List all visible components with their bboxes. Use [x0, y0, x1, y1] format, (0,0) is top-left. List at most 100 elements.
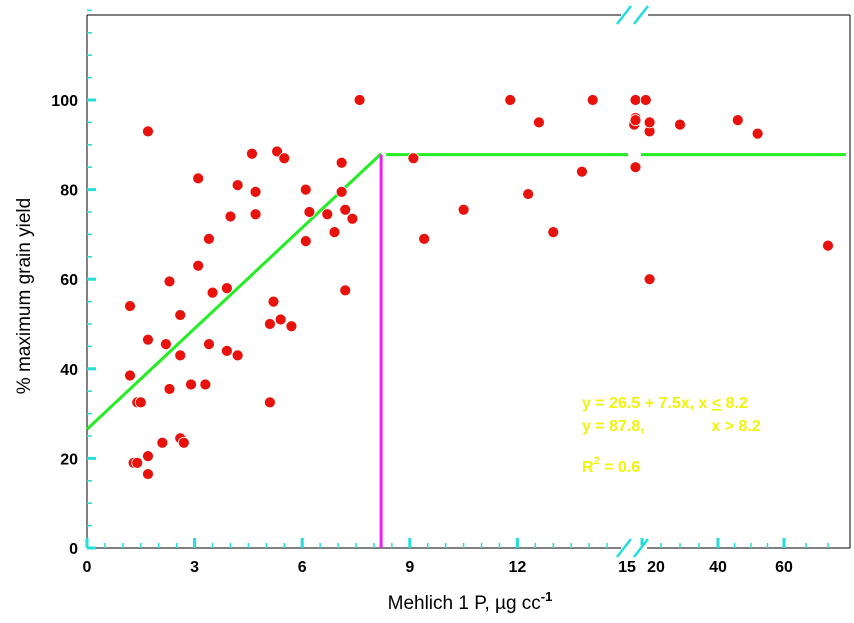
data-point [231, 349, 244, 362]
data-point [504, 94, 517, 106]
data-point [192, 259, 205, 272]
data-point [457, 203, 470, 216]
data-point [278, 152, 291, 165]
data-point [160, 338, 172, 351]
data-point [231, 179, 244, 192]
data-point [220, 344, 233, 357]
data-point [339, 284, 352, 297]
data-point [203, 338, 215, 351]
x-tick-label: 0 [83, 559, 92, 576]
x-tick-label: 40 [709, 559, 727, 576]
data-point [220, 282, 233, 295]
data-point [163, 383, 176, 395]
data-point [643, 116, 656, 129]
x-axis-title-superscript: -1 [541, 589, 553, 604]
data-point [249, 208, 262, 221]
data-point [335, 156, 348, 169]
data-point [192, 172, 205, 185]
x-tick-label: 20 [647, 559, 665, 576]
data-point [177, 436, 190, 449]
y-tick-label: 100 [51, 93, 78, 110]
data-point [299, 183, 312, 196]
data-point [156, 436, 169, 449]
y-tick-label: 40 [60, 362, 78, 379]
data-point [353, 94, 366, 106]
r-squared-value: = 0.6 [600, 459, 641, 476]
data-point [249, 185, 262, 198]
x-axis-title-text: Mehlich 1 P, µg cc [388, 593, 541, 614]
data-point [299, 235, 312, 248]
axis-break-gap [621, 12, 647, 18]
data-point [418, 232, 431, 245]
x-axis-title: Mehlich 1 P, µg cc-1 [388, 589, 553, 614]
data-point [274, 313, 287, 326]
data-point [547, 226, 560, 239]
data-point [267, 295, 280, 308]
data-point [321, 208, 334, 221]
data-point [576, 165, 588, 178]
data-point [346, 212, 359, 225]
data-point [134, 396, 147, 409]
x-tick-label: 9 [405, 559, 414, 576]
data-point [674, 118, 686, 131]
data-point [174, 349, 187, 362]
data-point [303, 206, 316, 218]
data-point [264, 396, 276, 409]
x-tick-labels: 0 3 6 9 12 15 20 40 60 [83, 559, 793, 576]
data-point [335, 185, 348, 198]
fit-equations: y = 26.5 + 7.5x, x < 8.2 y = 87.8, x > 8… [582, 395, 761, 476]
data-point [142, 125, 154, 138]
data-point [203, 232, 215, 245]
data-point [224, 210, 237, 223]
data-point [124, 369, 136, 382]
equation-1-left: y = 26.5 + 7.5x, x [582, 395, 712, 412]
data-point [124, 300, 136, 312]
data-point [586, 94, 599, 106]
axis-ticks [85, 9, 829, 550]
data-point [629, 114, 642, 127]
axis-break-slash [616, 538, 632, 558]
data-point [643, 273, 656, 286]
axis-break-slash [633, 5, 649, 25]
y-tick-label: 80 [60, 183, 78, 200]
data-points [124, 94, 834, 480]
y-axis-title: % maximum grain yield [14, 198, 35, 394]
data-point [163, 275, 176, 288]
x-tick-label: 3 [190, 559, 199, 576]
axis-break-gap [621, 545, 647, 551]
data-point [629, 161, 642, 174]
x-tick-label: 15 [618, 559, 636, 576]
data-point [131, 456, 144, 469]
y-tick-label: 0 [69, 541, 78, 558]
data-point [822, 239, 834, 252]
r-squared-sup: 2 [594, 455, 600, 467]
data-point [407, 152, 420, 165]
data-point [731, 114, 744, 127]
data-point [142, 333, 154, 346]
x-tick-label: 12 [509, 559, 527, 576]
r-squared-label: R2 = 0.6 [582, 455, 640, 476]
data-point [174, 309, 187, 321]
data-point [264, 318, 276, 330]
x-tick-label: 6 [298, 559, 307, 576]
y-tick-label: 20 [60, 451, 78, 468]
data-point [639, 94, 652, 106]
data-point [185, 378, 197, 391]
data-point [533, 116, 545, 129]
data-point [339, 203, 352, 216]
plot-frame [86, 14, 851, 549]
y-tick-labels: 0 20 40 60 80 100 [51, 93, 78, 558]
axis-break-slash [616, 5, 632, 25]
y-tick-label: 60 [60, 272, 78, 289]
data-point [142, 450, 154, 463]
data-point [142, 468, 154, 480]
fit-lines [85, 152, 846, 548]
equation-1-le: < [712, 395, 721, 412]
axis-break-marks [616, 5, 649, 558]
bottom-axis-break [616, 538, 649, 558]
equation-line-1: y = 26.5 + 7.5x, x < 8.2 [582, 395, 748, 412]
data-point [271, 145, 283, 158]
r-squared-r: R [582, 459, 594, 476]
data-point [246, 147, 258, 160]
